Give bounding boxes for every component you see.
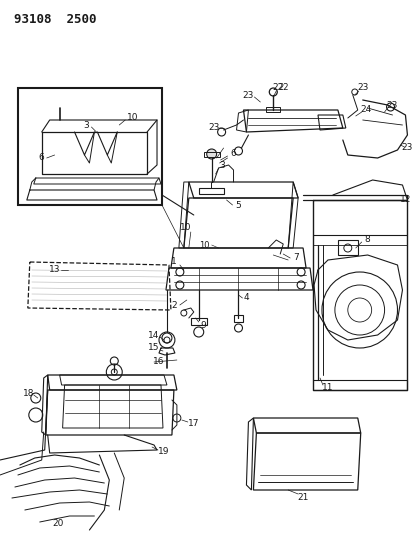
Text: 11: 11 bbox=[321, 384, 333, 392]
Text: 23: 23 bbox=[207, 124, 219, 133]
Text: 22: 22 bbox=[277, 84, 288, 93]
Text: 15: 15 bbox=[148, 343, 159, 352]
Text: 93108  2500: 93108 2500 bbox=[14, 13, 96, 26]
Text: 9: 9 bbox=[200, 320, 206, 329]
Text: 10: 10 bbox=[127, 112, 139, 122]
Text: 19: 19 bbox=[158, 448, 169, 456]
Text: 6: 6 bbox=[39, 154, 45, 163]
Text: 12: 12 bbox=[399, 196, 410, 205]
Text: 16: 16 bbox=[153, 358, 164, 367]
Circle shape bbox=[206, 149, 216, 159]
Text: 20: 20 bbox=[52, 520, 63, 529]
Text: 18: 18 bbox=[23, 389, 34, 398]
Polygon shape bbox=[18, 88, 161, 205]
Text: 5: 5 bbox=[235, 200, 241, 209]
Text: 4: 4 bbox=[243, 294, 249, 303]
Text: 10: 10 bbox=[199, 240, 209, 249]
Text: 22: 22 bbox=[272, 83, 283, 92]
Text: 3: 3 bbox=[83, 120, 89, 130]
Text: 1: 1 bbox=[171, 257, 176, 266]
Text: 23: 23 bbox=[401, 143, 412, 152]
Text: 10: 10 bbox=[180, 223, 191, 232]
Text: 23: 23 bbox=[242, 91, 254, 100]
Text: 17: 17 bbox=[188, 418, 199, 427]
Text: 24: 24 bbox=[359, 106, 370, 115]
Text: 7: 7 bbox=[292, 254, 298, 262]
Text: 21: 21 bbox=[297, 492, 308, 502]
Text: 13: 13 bbox=[49, 265, 60, 274]
Text: 23: 23 bbox=[386, 101, 397, 109]
Text: 8: 8 bbox=[364, 236, 370, 245]
Text: 2: 2 bbox=[171, 301, 176, 310]
Text: 6: 6 bbox=[230, 149, 236, 157]
Text: 14: 14 bbox=[148, 330, 159, 340]
Text: 3: 3 bbox=[219, 160, 225, 169]
Text: 23: 23 bbox=[356, 84, 368, 93]
